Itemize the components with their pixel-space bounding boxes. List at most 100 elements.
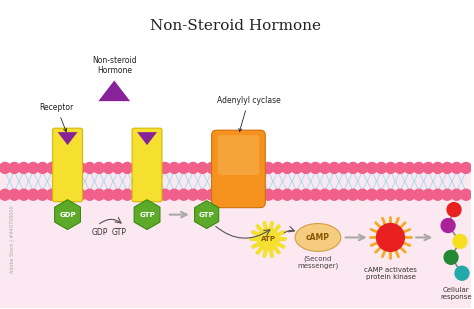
Circle shape	[423, 163, 434, 173]
Circle shape	[141, 163, 152, 173]
Circle shape	[366, 163, 377, 173]
Circle shape	[366, 189, 377, 200]
Circle shape	[319, 163, 330, 173]
Circle shape	[244, 163, 255, 173]
Circle shape	[347, 189, 358, 200]
Circle shape	[319, 189, 330, 200]
Circle shape	[178, 163, 189, 173]
Circle shape	[197, 163, 208, 173]
Circle shape	[207, 163, 218, 173]
Circle shape	[282, 163, 292, 173]
Circle shape	[273, 163, 283, 173]
Circle shape	[9, 163, 20, 173]
Circle shape	[395, 189, 406, 200]
Circle shape	[254, 189, 264, 200]
FancyBboxPatch shape	[211, 130, 265, 208]
Circle shape	[225, 189, 236, 200]
Circle shape	[150, 189, 161, 200]
Circle shape	[84, 163, 95, 173]
Circle shape	[451, 189, 462, 200]
Text: GTP: GTP	[199, 212, 215, 218]
Circle shape	[357, 189, 368, 200]
Text: cAMP activates
protein kinase: cAMP activates protein kinase	[364, 267, 417, 280]
Circle shape	[75, 163, 86, 173]
Circle shape	[413, 189, 424, 200]
Text: (Second
messenger): (Second messenger)	[297, 255, 338, 269]
Circle shape	[150, 163, 161, 173]
Circle shape	[444, 250, 458, 264]
Circle shape	[188, 189, 199, 200]
Circle shape	[257, 229, 279, 250]
Circle shape	[254, 163, 264, 173]
Circle shape	[178, 189, 189, 200]
Text: Non-Steroid Hormone: Non-Steroid Hormone	[150, 19, 321, 33]
Polygon shape	[99, 80, 130, 101]
Circle shape	[291, 189, 302, 200]
FancyBboxPatch shape	[53, 128, 82, 202]
Circle shape	[235, 163, 246, 173]
Circle shape	[84, 189, 95, 200]
Circle shape	[385, 163, 396, 173]
Circle shape	[188, 163, 199, 173]
Circle shape	[37, 163, 48, 173]
Circle shape	[453, 235, 467, 248]
Circle shape	[159, 189, 170, 200]
Circle shape	[423, 189, 434, 200]
Circle shape	[141, 189, 152, 200]
Circle shape	[310, 163, 321, 173]
Circle shape	[263, 189, 274, 200]
Polygon shape	[137, 132, 157, 145]
Text: Receptor: Receptor	[40, 103, 74, 132]
Circle shape	[131, 189, 142, 200]
Circle shape	[282, 189, 292, 200]
Text: Cellular
response: Cellular response	[440, 287, 472, 300]
Circle shape	[347, 163, 358, 173]
Circle shape	[65, 163, 76, 173]
Circle shape	[273, 189, 283, 200]
Circle shape	[376, 189, 387, 200]
Circle shape	[404, 189, 415, 200]
Circle shape	[9, 189, 20, 200]
Circle shape	[460, 163, 472, 173]
Circle shape	[447, 203, 461, 217]
Circle shape	[112, 189, 123, 200]
Circle shape	[169, 163, 180, 173]
Circle shape	[376, 223, 404, 251]
Circle shape	[442, 189, 453, 200]
Circle shape	[338, 189, 349, 200]
Text: Non-steroid
Hormone: Non-steroid Hormone	[92, 56, 137, 75]
Text: cAMP: cAMP	[306, 233, 330, 242]
Circle shape	[0, 163, 10, 173]
Circle shape	[131, 163, 142, 173]
FancyBboxPatch shape	[132, 128, 162, 202]
Circle shape	[0, 189, 10, 200]
Circle shape	[37, 189, 48, 200]
FancyBboxPatch shape	[218, 135, 259, 175]
Circle shape	[291, 163, 302, 173]
Text: GTP: GTP	[112, 227, 127, 236]
Circle shape	[244, 189, 255, 200]
Ellipse shape	[295, 223, 341, 251]
Circle shape	[122, 189, 133, 200]
Circle shape	[413, 163, 424, 173]
Circle shape	[395, 163, 406, 173]
Circle shape	[112, 163, 123, 173]
Circle shape	[301, 189, 311, 200]
Circle shape	[93, 189, 104, 200]
Circle shape	[93, 163, 104, 173]
Circle shape	[27, 163, 39, 173]
Circle shape	[159, 163, 170, 173]
Circle shape	[169, 189, 180, 200]
Circle shape	[225, 163, 236, 173]
Circle shape	[65, 189, 76, 200]
Circle shape	[301, 163, 311, 173]
Bar	[0, 173, 471, 308]
Circle shape	[385, 189, 396, 200]
Circle shape	[216, 189, 227, 200]
Circle shape	[122, 163, 133, 173]
Text: GDP: GDP	[59, 212, 76, 218]
Circle shape	[460, 189, 472, 200]
Circle shape	[207, 189, 218, 200]
Circle shape	[216, 163, 227, 173]
Circle shape	[263, 163, 274, 173]
